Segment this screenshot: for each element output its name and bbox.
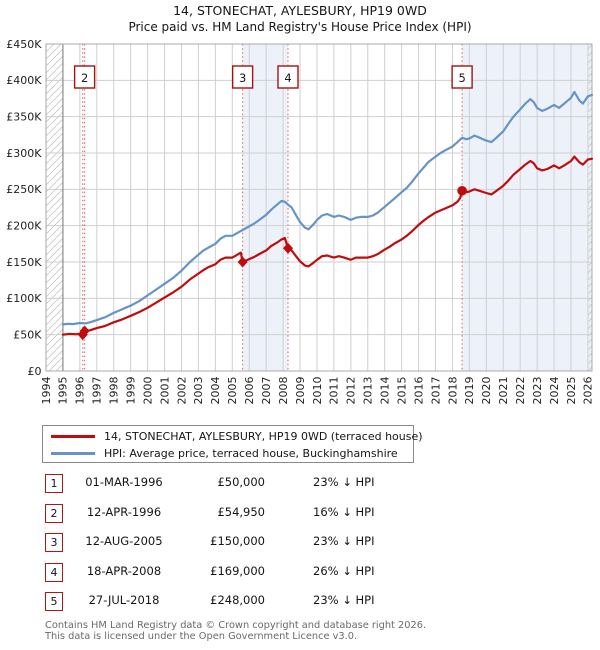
license-line-1: Contains HM Land Registry data © Crown c…: [45, 620, 427, 631]
x-tick-label: 2017: [429, 377, 442, 405]
hpi-line: [61, 90, 594, 326]
legend-label: 14, STONECHAT, AYLESBURY, HP19 0WD (terr…: [104, 430, 423, 443]
sale-hpi-delta: 23% ↓ HPI: [313, 593, 375, 607]
y-tick-label: £0: [28, 365, 42, 378]
x-tick-label: 2019: [463, 377, 476, 405]
x-tick-label: 1995: [57, 377, 70, 405]
page-title: 14, STONECHAT, AYLESBURY, HP19 0WD: [173, 3, 427, 18]
y-tick-label: £400K: [6, 74, 42, 87]
x-tick-label: 2022: [514, 377, 527, 405]
chart-legend: 14, STONECHAT, AYLESBURY, HP19 0WD (terr…: [42, 425, 423, 463]
y-tick-label: £100K: [6, 292, 42, 305]
legend-item-hpi: HPI: Average price, terraced house, Buck…: [43, 445, 413, 462]
x-tick-label: 2020: [480, 376, 493, 404]
ownership-band: [242, 44, 289, 371]
sale-number-box: [277, 65, 299, 89]
y-tick-label: £350K: [6, 110, 42, 123]
svg-text:4: 4: [284, 71, 291, 85]
legend-label: HPI: Average price, terraced house, Buck…: [104, 447, 398, 460]
sale-number-badge: 2: [45, 504, 63, 523]
sale-date: 01-MAR-1996: [85, 475, 163, 489]
y-tick-label: £50K: [13, 328, 42, 341]
sale-hpi-delta: 23% ↓ HPI: [313, 534, 375, 548]
out-of-range-hatch: [587, 44, 592, 371]
x-tick-label: 2016: [412, 377, 425, 405]
sale-number-badge: 1: [45, 474, 63, 493]
sale-price: £150,000: [210, 534, 265, 548]
x-tick-label: 2012: [345, 377, 358, 405]
x-tick-label: 2006: [243, 377, 256, 405]
table-row: 2 12-APR-1996 £54,950 16% ↓ HPI: [0, 504, 600, 524]
x-tick-label: 1994: [40, 377, 53, 405]
x-tick-label: 2014: [379, 377, 392, 405]
x-tick-label: 2024: [548, 377, 561, 405]
sale-price: £248,000: [210, 593, 265, 607]
sale-price: £54,950: [217, 505, 265, 519]
svg-text:3: 3: [239, 71, 246, 85]
x-tick-label: 2008: [277, 377, 290, 405]
x-tick-label: 2011: [328, 377, 341, 405]
table-row: 5 27-JUL-2018 £248,000 23% ↓ HPI: [0, 592, 600, 612]
y-tick-label: £250K: [6, 183, 42, 196]
sale-marker: [237, 256, 248, 268]
y-tick-label: £450K: [6, 38, 42, 51]
table-row: 1 01-MAR-1996 £50,000 23% ↓ HPI: [0, 474, 600, 494]
sale-marker: [79, 325, 90, 337]
sale-hpi-delta: 26% ↓ HPI: [313, 564, 375, 578]
table-row: 3 12-AUG-2005 £150,000 23% ↓ HPI: [0, 533, 600, 553]
price-history-chart: 2 3 4 5 £0 £50K £100K £150K £200K £250K £300K £350K…: [6, 38, 595, 405]
sale-price: £169,000: [210, 564, 265, 578]
x-tick-label: 1999: [124, 377, 137, 405]
sale-date: 18-APR-2008: [86, 564, 162, 578]
sale-number-badge: 3: [45, 533, 63, 552]
property-line-sample: [51, 435, 95, 438]
sale-hpi-delta: 23% ↓ HPI: [313, 475, 375, 489]
x-tick-label: 2023: [531, 377, 544, 405]
x-tick-label: 2015: [395, 377, 408, 405]
legend-item-property: 14, STONECHAT, AYLESBURY, HP19 0WD (terr…: [43, 428, 423, 445]
sale-number-box: [73, 65, 96, 89]
y-tick-label: £150K: [6, 256, 42, 269]
sale-date: 12-APR-1996: [86, 505, 162, 519]
x-tick-label: 2005: [226, 377, 239, 405]
x-tick-label: 2004: [209, 377, 222, 405]
out-of-range-hatch: [46, 44, 63, 371]
x-tick-label: 2026: [582, 377, 595, 405]
x-tick-label: 2025: [565, 377, 578, 405]
x-tick-label: 1998: [108, 377, 121, 405]
sale-date: 12-AUG-2005: [85, 534, 163, 548]
y-tick-label: £200K: [6, 219, 42, 232]
license-line-2: This data is licensed under the Open Gov…: [45, 631, 358, 642]
page-subtitle: Price paid vs. HM Land Registry's House …: [128, 20, 472, 34]
x-tick-label: 2001: [158, 377, 171, 405]
x-tick-label: 2018: [446, 377, 459, 405]
x-tick-label: 1996: [74, 377, 87, 405]
svg-text:5: 5: [458, 71, 465, 85]
sale-date: 27-JUL-2018: [88, 593, 160, 607]
sale-marker: [457, 185, 467, 196]
x-tick-label: 1997: [91, 377, 104, 405]
x-tick-label: 2003: [192, 377, 205, 405]
svg-text:2: 2: [81, 71, 88, 85]
sale-number-badge: 5: [45, 592, 63, 611]
y-tick-label: £300K: [6, 147, 42, 160]
x-tick-label: 2002: [175, 377, 188, 405]
sale-number-badge: 4: [45, 563, 63, 582]
hpi-line-sample: [51, 452, 95, 455]
sale-number-box: [451, 65, 473, 89]
x-tick-label: 2010: [311, 377, 324, 405]
sale-price: £50,000: [217, 475, 265, 489]
license-footer: Contains HM Land Registry data © Crown c…: [45, 620, 426, 642]
x-tick-label: 2013: [362, 377, 375, 405]
x-tick-label: 2007: [260, 377, 273, 405]
price-paid-line: [61, 155, 594, 336]
sale-marker: [283, 242, 294, 254]
x-tick-label: 2021: [497, 377, 510, 405]
x-tick-label: 2009: [294, 377, 307, 405]
table-row: 4 18-APR-2008 £169,000 26% ↓ HPI: [0, 563, 600, 583]
x-tick-label: 2000: [141, 377, 154, 405]
sale-hpi-delta: 16% ↓ HPI: [313, 505, 375, 519]
sale-number-box: [231, 65, 254, 89]
